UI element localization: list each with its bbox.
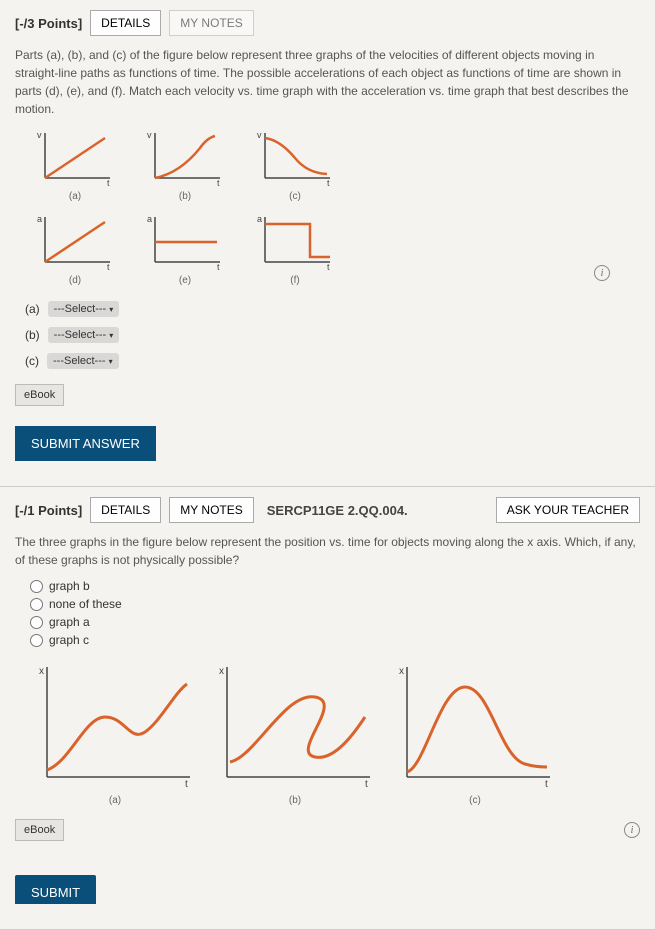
details-button[interactable]: DETAILS [90,10,161,36]
mynotes-button[interactable]: MY NOTES [169,497,253,523]
svg-text:x: x [219,666,224,677]
option-label: graph a [49,615,90,629]
svg-text:x: x [39,666,44,677]
ask-teacher-button[interactable]: ASK YOUR TEACHER [496,497,640,523]
graph-b-label: (b) [179,191,191,202]
question-2: [-/1 Points] DETAILS MY NOTES SERCP11GE … [0,487,655,930]
svg-text:t: t [217,262,220,272]
sel-c-label: (c) [25,354,39,368]
pos-b-label: (b) [289,795,301,806]
option-label: none of these [49,597,122,611]
svg-text:v: v [257,130,262,140]
radio-graph-c[interactable] [30,634,43,647]
q2-header: [-/1 Points] DETAILS MY NOTES SERCP11GE … [15,497,640,523]
question-1: [-/3 Points] DETAILS MY NOTES Parts (a),… [0,0,655,487]
velocity-graphs-row: v t (a) v t (b) [35,128,640,202]
svg-text:t: t [545,779,548,790]
info-icon[interactable]: i [594,265,610,281]
graph-a: v t (a) [35,128,115,202]
select-a[interactable]: ---Select--- [48,301,120,317]
graph-a-label: (a) [69,191,81,202]
pos-c-label: (c) [469,795,481,806]
q1-selectors: (a) ---Select--- (b) ---Select--- (c) --… [25,301,640,369]
svg-text:a: a [37,214,42,224]
x-axis-label: t [107,178,110,188]
svg-text:t: t [185,779,188,790]
graph-c-label: (c) [289,191,301,202]
sel-a-label: (a) [25,302,40,316]
q1-points: [-/3 Points] [15,16,82,31]
details-button[interactable]: DETAILS [90,497,161,523]
radio-graph-b[interactable] [30,580,43,593]
option-graph-a[interactable]: graph a [30,615,640,629]
mynotes-button[interactable]: MY NOTES [169,10,253,36]
ebook-button[interactable]: eBook [15,384,64,406]
graph-d: a t (d) [35,212,115,286]
pos-graph-c: x t (c) [395,662,555,806]
svg-text:t: t [217,178,220,188]
option-label: graph c [49,633,89,647]
q1-header: [-/3 Points] DETAILS MY NOTES [15,10,640,36]
submit-button-partial[interactable]: SUBMIT [15,875,96,904]
graph-e-label: (e) [179,275,191,286]
graph-e: a t (e) [145,212,225,286]
option-graph-c[interactable]: graph c [30,633,640,647]
radio-graph-a[interactable] [30,616,43,629]
svg-text:a: a [257,214,262,224]
q2-ref: SERCP11GE 2.QQ.004. [267,503,408,518]
option-none[interactable]: none of these [30,597,640,611]
svg-text:a: a [147,214,152,224]
q1-text: Parts (a), (b), and (c) of the figure be… [15,46,640,118]
select-b[interactable]: ---Select--- [48,327,120,343]
pos-a-label: (a) [109,795,121,806]
svg-text:v: v [147,130,152,140]
option-graph-b[interactable]: graph b [30,579,640,593]
select-c[interactable]: ---Select--- [47,353,119,369]
pos-graph-a: x t (a) [35,662,195,806]
info-icon[interactable]: i [624,822,640,838]
position-graphs-row: x t (a) x t (b) x t [35,662,640,806]
svg-text:t: t [365,779,368,790]
q2-points: [-/1 Points] [15,503,82,518]
svg-text:t: t [327,262,330,272]
radio-none[interactable] [30,598,43,611]
svg-text:x: x [399,666,404,677]
svg-text:t: t [327,178,330,188]
option-label: graph b [49,579,90,593]
q2-text: The three graphs in the figure below rep… [15,533,640,569]
svg-text:t: t [107,262,110,272]
acceleration-graphs-row: a t (d) a t (e) [35,212,640,286]
graph-c: v t (c) [255,128,335,202]
pos-graph-b: x t (b) [215,662,375,806]
graph-f-label: (f) [290,275,299,286]
graph-d-label: (d) [69,275,81,286]
sel-b-label: (b) [25,328,40,342]
ebook-button[interactable]: eBook [15,819,64,841]
submit-answer-button[interactable]: SUBMIT ANSWER [15,426,156,461]
y-axis-label: v [37,130,42,140]
graph-b: v t (b) [145,128,225,202]
graph-f: a t (f) [255,212,335,286]
